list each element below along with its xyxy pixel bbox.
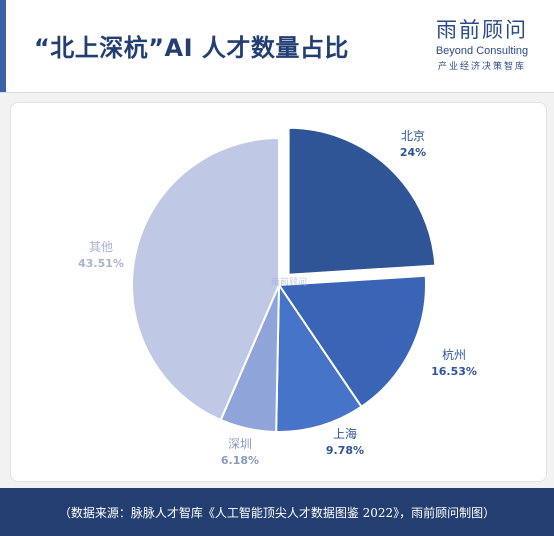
pie-slice-2 (277, 274, 427, 409)
pie-slice-5 (130, 136, 280, 422)
slice-value-label: 9.78% (326, 444, 364, 457)
slice-category-label: 其他 (89, 240, 113, 254)
chart-card: 雨前顾问 北京 24% 杭州 16.53% 上海 9.78% 深圳 6.18% 其他 43.51% (10, 102, 547, 482)
slice-value-label: 24% (400, 146, 426, 159)
slice-category-label: 深圳 (228, 437, 252, 451)
logo-tagline: 产业经济决策智库 (437, 62, 526, 72)
pie-chart: 雨前顾问 北京 24% 杭州 16.53% 上海 9.78% 深圳 6.18% 其他 43.51% (78, 126, 477, 467)
pie-slice-3 (275, 281, 363, 433)
slice-category-label: 北京 (401, 129, 425, 143)
slice-value-label: 43.51% (78, 257, 124, 270)
header-accent-bar (0, 0, 6, 92)
logo-english-name: Beyond Consulting (435, 45, 529, 57)
page-title: “北上深杭”AI 人才数量占比 (34, 34, 349, 62)
slice-category-label: 上海 (333, 426, 357, 441)
slice-value-label: 16.53% (431, 365, 477, 378)
watermark-text: 雨前顾问 (271, 276, 307, 288)
logo-chinese-name: 雨前顾问 (436, 18, 528, 42)
slice-value-label: 6.18% (221, 454, 259, 467)
pie-slice-1 (287, 126, 437, 276)
slice-category-label: 杭州 (442, 347, 466, 362)
source-note: （数据来源：脉脉人才智库《人工智能顶尖人才数据图鉴 2022》，雨前顾问制图） (58, 505, 496, 520)
header-bar: “北上深杭”AI 人才数量占比 雨前顾问 Beyond Consulting 产… (0, 0, 554, 93)
brand-logo: 雨前顾问 Beyond Consulting 产业经济决策智库 (432, 14, 532, 72)
source-footer: （数据来源：脉脉人才智库《人工智能顶尖人才数据图鉴 2022》，雨前顾问制图） (0, 488, 554, 536)
